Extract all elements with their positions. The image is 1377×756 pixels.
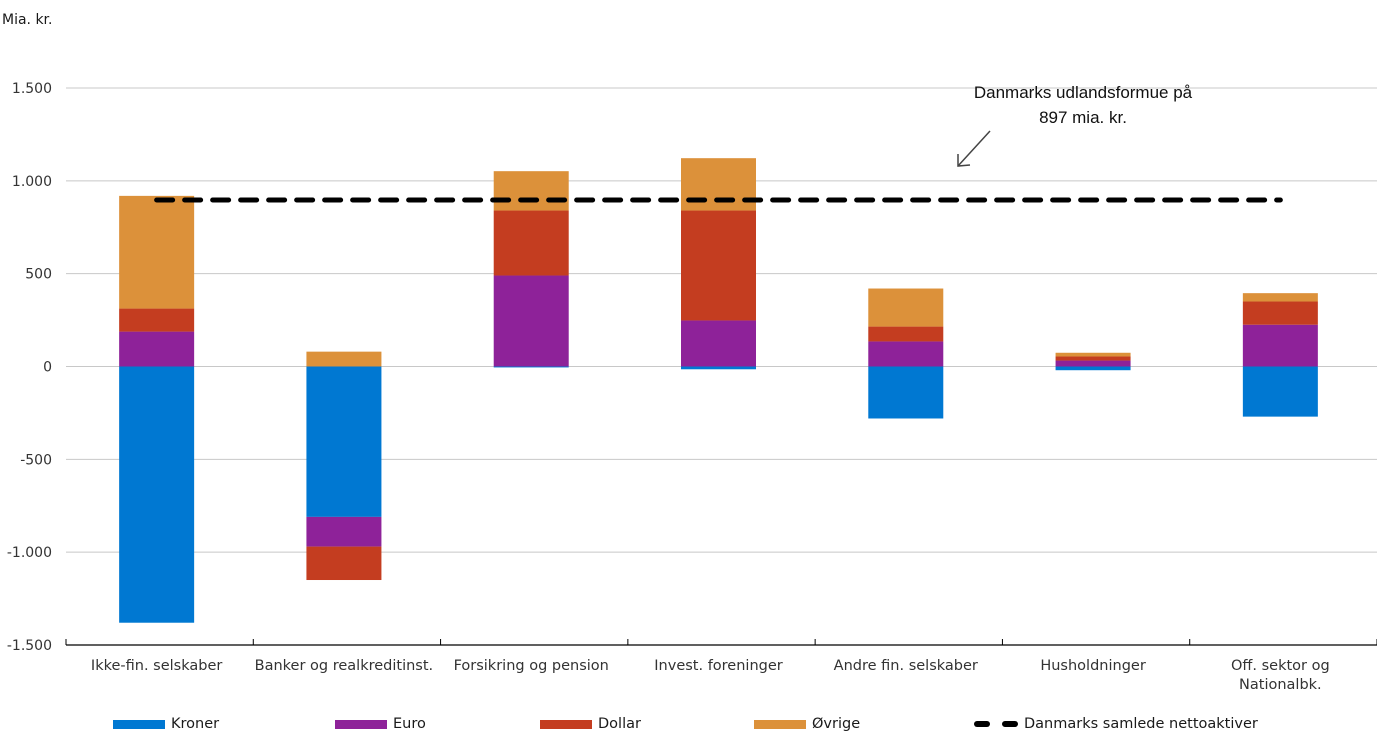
legend-swatch-kroner	[113, 719, 165, 729]
annotation-line-2: 897 mia. kr.	[1039, 108, 1127, 127]
y-tick-label: -1.500	[7, 638, 52, 654]
bar-segment-kroner	[681, 366, 756, 370]
y-axis-ticks: 1.500 1.000 500 0 -500 -1.000 -1.500	[7, 81, 52, 654]
x-tick-label: Forsikring og pension	[454, 658, 609, 674]
legend-dash-icon	[944, 721, 1018, 727]
bar-segment-euro	[868, 341, 944, 367]
annotation-arrow	[957, 130, 991, 167]
bar-segment-kroner	[1242, 366, 1318, 417]
y-tick-label: -500	[20, 452, 52, 468]
legend-swatch-euro	[335, 719, 387, 729]
bar-segment-euro	[493, 275, 569, 367]
bar-segment-dollar	[493, 210, 569, 276]
bar-segment-ovrige	[1055, 352, 1131, 357]
x-tick-label: Andre fin. selskaber	[834, 658, 978, 674]
annotation-group: Danmarks udlandsformue på 897 mia. kr.	[957, 83, 1193, 167]
bar-segment-dollar	[868, 326, 944, 342]
legend-label-reference-line: Danmarks samlede nettoaktiver	[1024, 716, 1258, 732]
bar-segment-kroner	[493, 366, 569, 368]
legend-label-euro: Euro	[393, 716, 426, 732]
stacked-bar-chart: 1.500 1.000 500 0 -500 -1.000 -1.500 Ikke-fin.…	[7, 81, 1377, 693]
bar-segment-euro	[119, 331, 195, 367]
legend: Kroner Euro Dollar Øvrige Danmarks samle…	[0, 716, 1377, 738]
legend-label-dollar: Dollar	[598, 716, 641, 732]
bar-segment-ovrige	[1242, 293, 1318, 302]
bar-segment-euro	[1242, 324, 1318, 367]
legend-item-ovrige: Øvrige	[754, 716, 860, 732]
x-axis	[65, 639, 1377, 646]
legend-item-dollar: Dollar	[540, 716, 641, 732]
legend-swatch-ovrige	[754, 719, 806, 729]
y-tick-label: 0	[43, 360, 52, 376]
bar-segment-dollar	[1055, 356, 1131, 361]
bar-segment-ovrige	[681, 158, 756, 211]
bar-segment-euro	[306, 516, 382, 547]
x-tick-label: Ikke-fin. selskaber	[91, 658, 222, 674]
bar-segment-ovrige	[119, 195, 195, 309]
bar-segment-kroner	[1055, 366, 1131, 371]
legend-item-kroner: Kroner	[113, 716, 219, 732]
y-tick-label: 1.500	[12, 81, 52, 97]
x-tick-label: Invest. foreninger	[654, 658, 782, 674]
y-axis-unit-label: Mia. kr.	[2, 12, 53, 28]
legend-label-kroner: Kroner	[171, 716, 220, 732]
bar-segment-dollar	[306, 546, 382, 581]
bar-segment-kroner	[868, 366, 944, 419]
x-tick-label: Nationalbk.	[1239, 677, 1322, 693]
x-axis-labels: Ikke-fin. selskaber Banker og realkrediti…	[91, 658, 1330, 693]
bar-segment-kroner	[119, 366, 195, 623]
x-tick-label: Banker og realkreditinst.	[255, 658, 434, 674]
legend-swatch-dollar	[540, 719, 592, 729]
y-tick-label: 1.000	[12, 174, 52, 190]
bar-segment-kroner	[306, 366, 382, 517]
bar-segment-euro	[681, 320, 756, 367]
x-tick-label: Off. sektor og	[1231, 658, 1330, 674]
bar-segment-ovrige	[868, 288, 944, 327]
bars	[119, 158, 1318, 623]
x-tick-label: Husholdninger	[1040, 658, 1145, 674]
legend-label-ovrige: Øvrige	[812, 716, 861, 732]
bar-segment-ovrige	[493, 171, 569, 211]
bar-segment-dollar	[681, 210, 756, 321]
bar-segment-ovrige	[306, 351, 382, 367]
annotation-line-1: Danmarks udlandsformue på	[974, 83, 1193, 102]
y-tick-label: -1.000	[7, 545, 52, 561]
bar-segment-dollar	[119, 308, 195, 332]
y-tick-label: 500	[25, 267, 52, 283]
legend-item-euro: Euro	[335, 716, 426, 732]
bar-segment-dollar	[1242, 301, 1318, 325]
legend-item-reference-line: Danmarks samlede nettoaktiver	[944, 716, 1258, 732]
bar-segment-euro	[1055, 360, 1131, 367]
annotation-arrowhead-icon	[957, 154, 971, 167]
